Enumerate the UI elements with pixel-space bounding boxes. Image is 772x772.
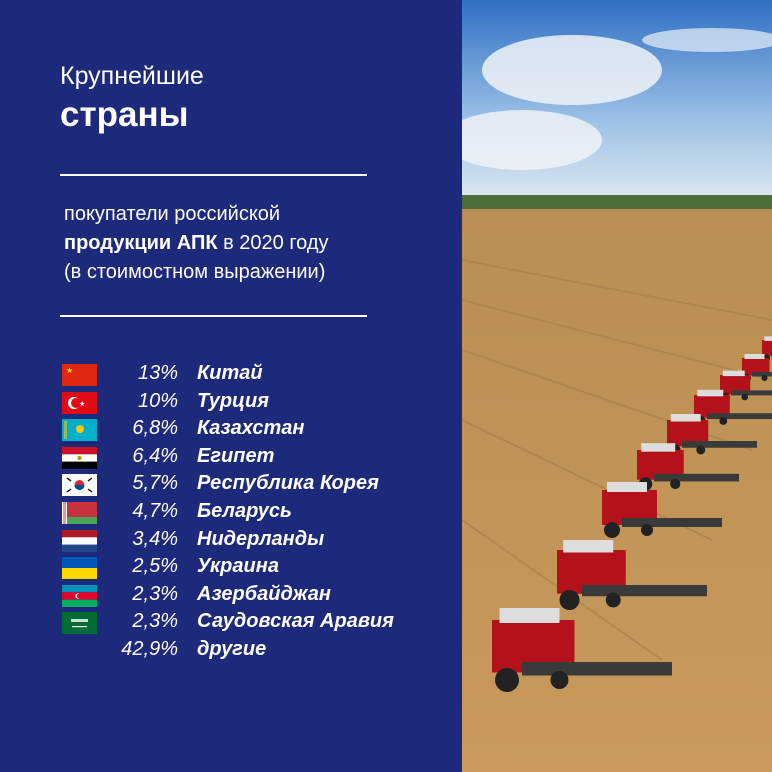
share-percent: 2,3% xyxy=(132,582,178,605)
svg-text:★: ★ xyxy=(79,400,85,408)
combine-harvester xyxy=(492,608,672,692)
country-name: Украина xyxy=(197,555,279,578)
combine-harvester xyxy=(637,443,739,491)
subtitle-bold: продукции АПК xyxy=(64,232,218,254)
country-name: Азербайджан xyxy=(197,582,331,605)
belarus-flag-icon xyxy=(62,502,97,524)
saudi-arabia-flag-icon xyxy=(62,612,97,635)
country-row: 2,3% Азербайджан xyxy=(62,583,442,609)
korea-flag-icon xyxy=(62,474,97,497)
country-name: Египет xyxy=(197,444,275,467)
share-percent: 5,7% xyxy=(132,472,178,495)
title-line-1: Крупнейшие xyxy=(60,62,204,90)
share-percent: 6,8% xyxy=(132,417,178,440)
subtitle-line-3: (в стоимостном выражении) xyxy=(64,261,326,283)
country-row: 6,4% Египет xyxy=(62,445,442,471)
share-percent: 10% xyxy=(137,389,178,412)
harvest-photo xyxy=(462,0,772,772)
info-panel: Крупнейшие страны покупатели российской … xyxy=(60,62,442,664)
divider-bottom xyxy=(60,315,367,317)
country-name: Беларусь xyxy=(197,500,292,522)
share-percent: 2,3% xyxy=(132,610,178,633)
country-name: Саудовская Аравия xyxy=(197,610,394,633)
china-flag-icon: ★ xyxy=(62,364,97,386)
country-row: ★ 10% Турция xyxy=(62,390,442,416)
share-percent: 13% xyxy=(137,362,178,384)
country-row: 4,7% Беларусь xyxy=(62,500,442,526)
share-percent: 3,4% xyxy=(132,527,178,550)
country-name: другие xyxy=(197,638,267,660)
country-row: 3,4% Нидерланды xyxy=(62,528,442,554)
country-name: Казахстан xyxy=(197,417,305,440)
country-row: 5,7% Республика Корея xyxy=(62,472,442,498)
country-row: ★ 13% Китай xyxy=(62,362,442,388)
ukraine-flag-icon xyxy=(62,557,97,580)
share-percent: 6,4% xyxy=(132,444,178,467)
subtitle-line-2: продукции АПК в 2020 году xyxy=(64,229,329,257)
svg-text:★: ★ xyxy=(66,366,73,375)
country-name: Нидерланды xyxy=(197,527,325,550)
azerbaijan-flag-icon xyxy=(62,584,97,607)
share-percent: 4,7% xyxy=(132,500,178,522)
country-name: Китай xyxy=(197,362,263,384)
combine-harvester xyxy=(557,540,707,610)
combine-harvester xyxy=(602,482,722,538)
country-name: Турция xyxy=(197,389,269,412)
country-name: Республика Корея xyxy=(197,472,379,495)
divider-top xyxy=(60,174,367,176)
egypt-flag-icon xyxy=(62,446,97,469)
title-line-2: страны xyxy=(60,95,189,134)
country-row: 42,9% другие xyxy=(62,638,442,664)
subtitle-line-1: покупатели российской xyxy=(64,203,281,225)
kazakhstan-flag-icon xyxy=(62,419,97,442)
netherlands-flag-icon xyxy=(62,529,97,552)
country-row: 6,8% Казахстан xyxy=(62,417,442,443)
subtitle-rest: в 2020 году xyxy=(217,232,329,254)
country-row: 2,5% Украина xyxy=(62,555,442,581)
share-percent: 42,9% xyxy=(121,638,178,660)
share-percent: 2,5% xyxy=(132,555,178,578)
turkey-flag-icon: ★ xyxy=(62,391,97,414)
country-row: 2,3% Саудовская Аравия xyxy=(62,610,442,636)
